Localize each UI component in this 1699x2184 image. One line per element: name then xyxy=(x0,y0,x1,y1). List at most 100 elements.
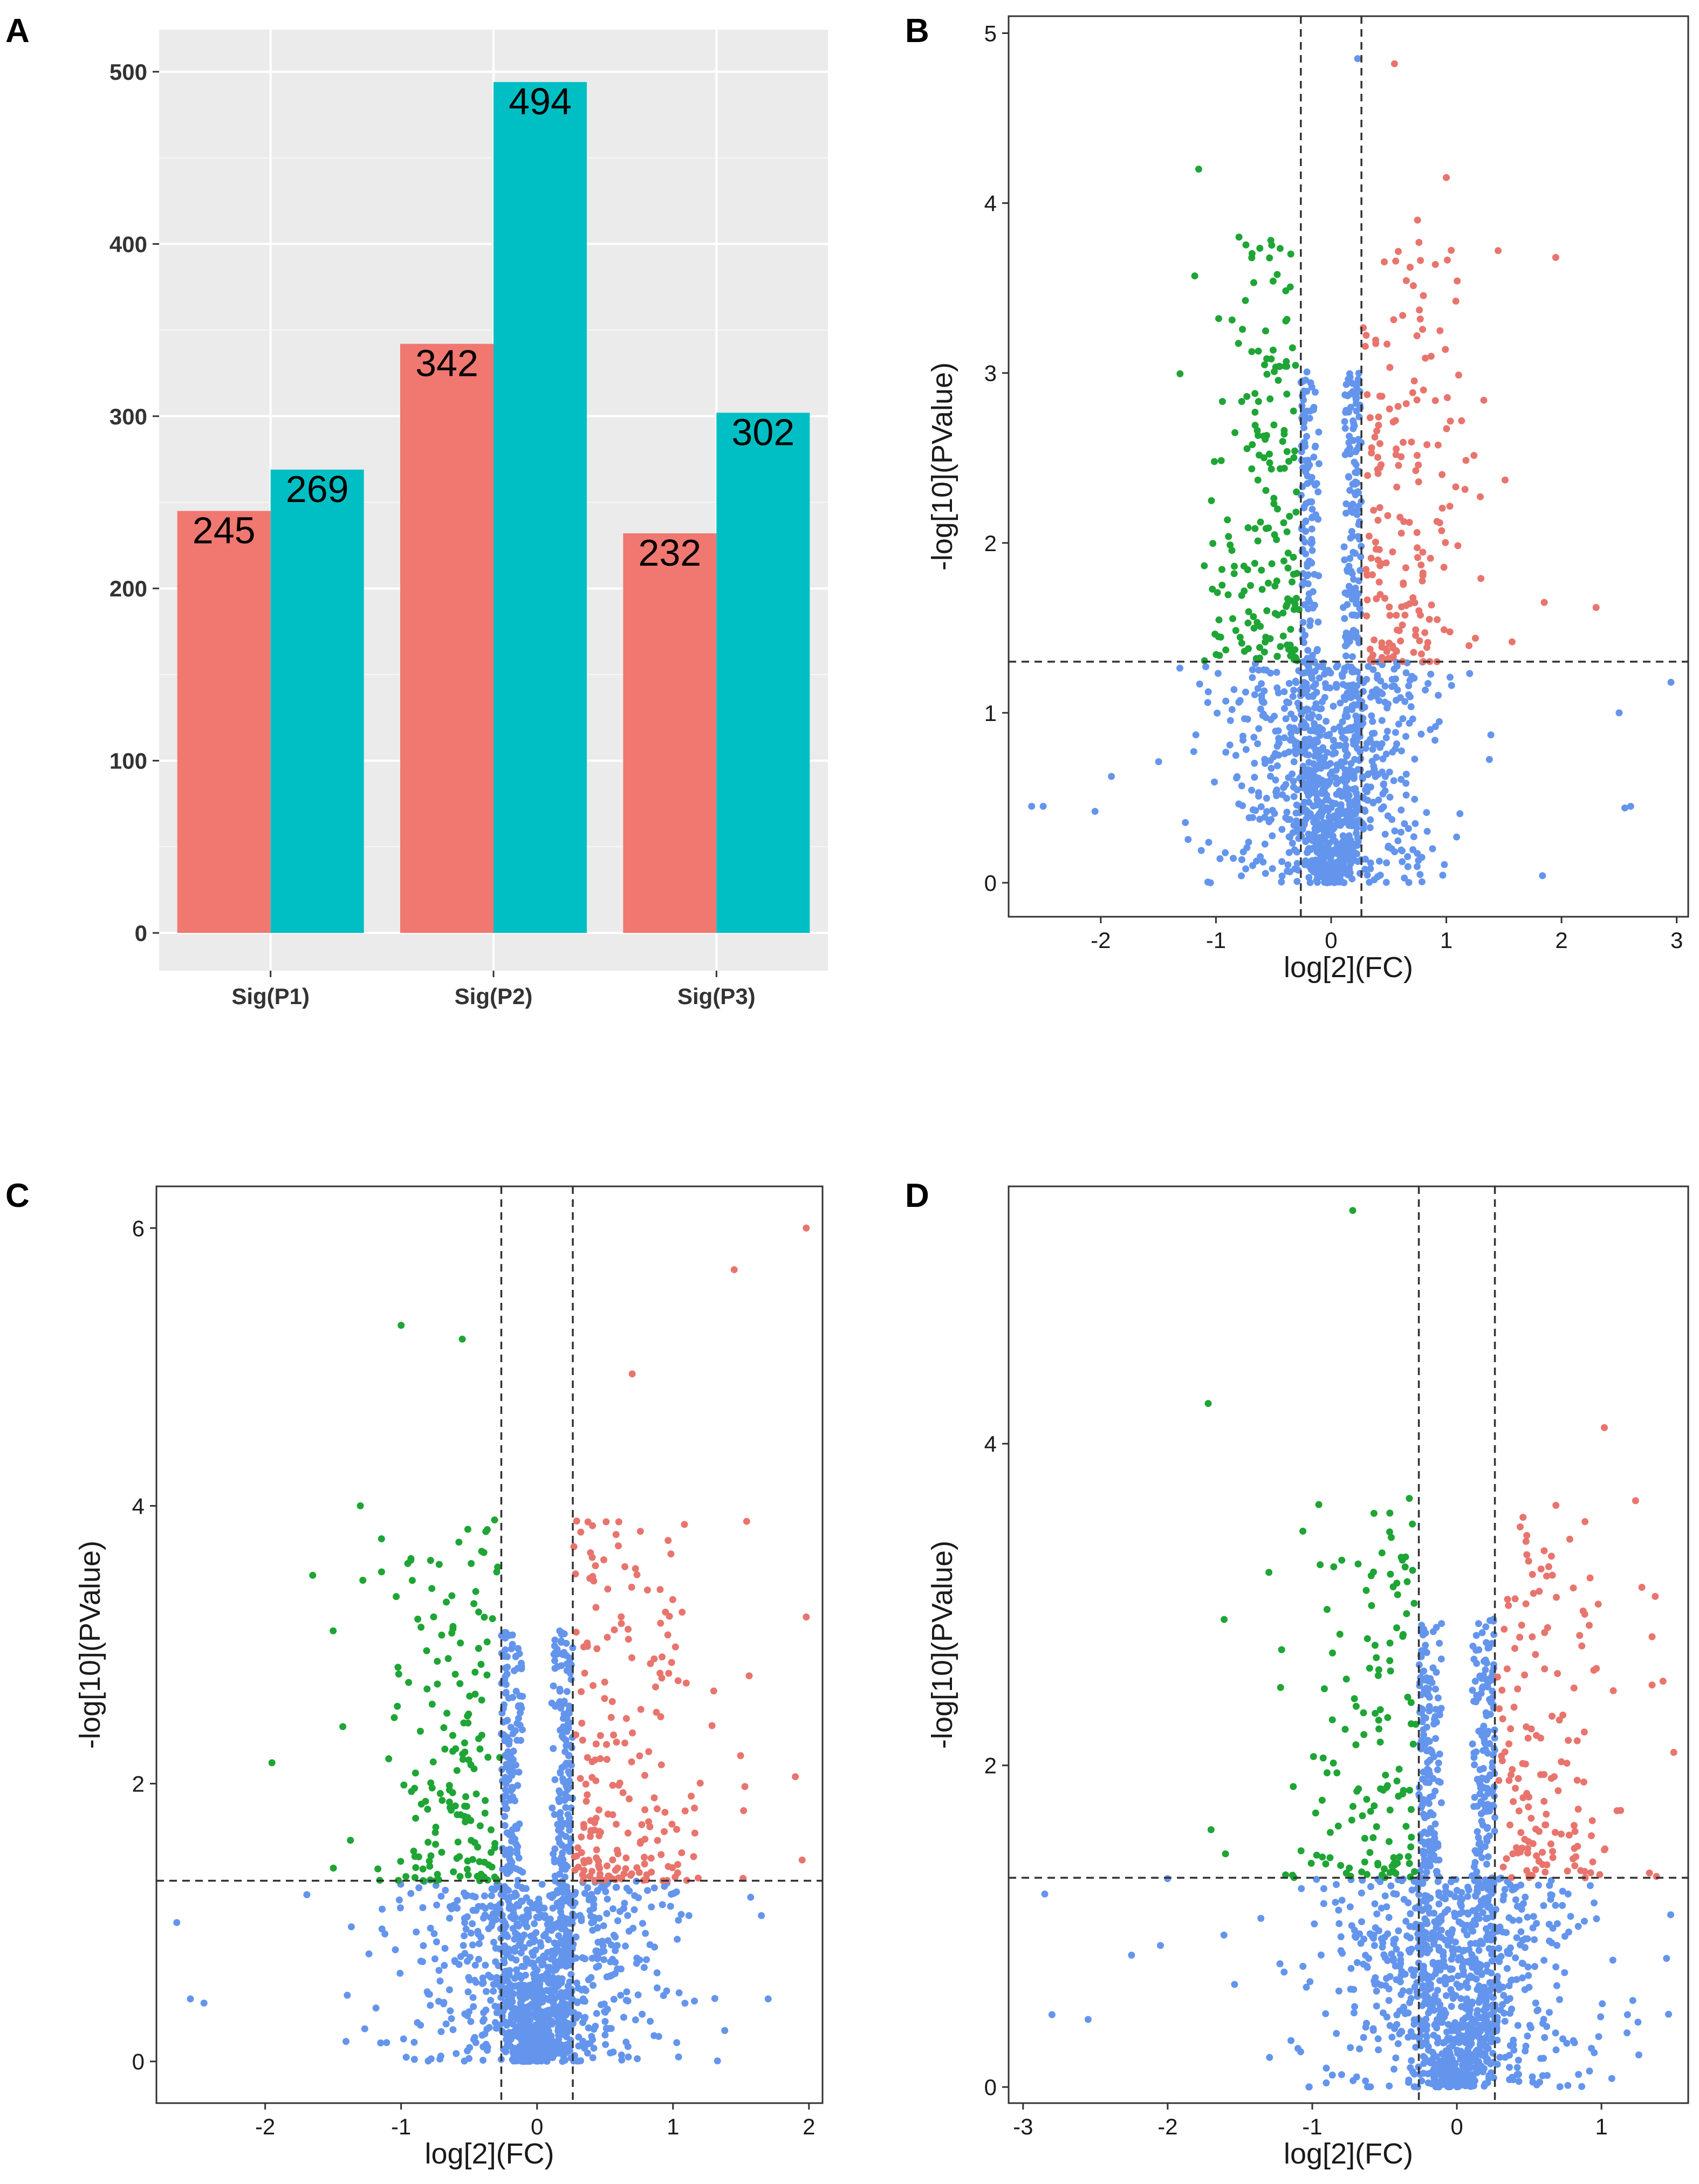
data-point xyxy=(668,1821,676,1828)
data-point xyxy=(646,1823,654,1830)
data-point xyxy=(1263,808,1270,815)
data-point xyxy=(1323,2064,1330,2072)
data-point xyxy=(668,1659,675,1666)
data-point xyxy=(482,2006,490,2014)
data-point xyxy=(1479,1729,1487,1737)
data-point xyxy=(1272,788,1280,796)
data-point xyxy=(187,1995,194,2003)
data-point xyxy=(1381,595,1389,602)
data-point xyxy=(1262,487,1270,494)
data-point xyxy=(1370,506,1378,514)
data-point xyxy=(1268,765,1275,772)
data-point xyxy=(1222,646,1230,654)
y-tick-label: 4 xyxy=(984,191,997,216)
y-tick-label: 200 xyxy=(109,576,147,601)
data-point xyxy=(509,1631,516,1639)
data-point xyxy=(465,1974,472,1981)
data-point xyxy=(1322,669,1330,676)
data-point xyxy=(1298,448,1305,456)
data-point xyxy=(1278,878,1285,885)
data-point xyxy=(519,1885,526,1892)
data-point xyxy=(604,1895,611,1903)
data-point xyxy=(1430,1937,1438,1945)
data-point xyxy=(659,1901,666,1908)
data-point xyxy=(586,1833,594,1840)
data-point xyxy=(456,1873,464,1880)
data-point xyxy=(1312,801,1320,809)
data-point xyxy=(483,1638,491,1646)
data-point xyxy=(471,1961,479,1969)
data-point xyxy=(426,1863,434,1870)
data-point xyxy=(480,1549,488,1556)
data-point xyxy=(1465,642,1473,649)
data-point xyxy=(1410,833,1417,841)
data-point xyxy=(1435,718,1443,725)
data-point xyxy=(1320,758,1327,766)
data-point xyxy=(1481,2022,1489,2030)
data-point xyxy=(1474,2069,1481,2076)
data-point xyxy=(1328,2071,1336,2079)
data-point xyxy=(1381,787,1389,794)
data-point xyxy=(743,1517,750,1525)
data-point xyxy=(451,1957,458,1965)
data-point xyxy=(1308,383,1316,391)
data-point xyxy=(1409,282,1417,290)
data-point xyxy=(1400,2003,1407,2011)
data-point xyxy=(1419,1798,1427,1805)
data-point xyxy=(1431,737,1438,744)
data-point xyxy=(614,1850,622,1858)
data-point xyxy=(1465,1946,1473,1953)
data-point xyxy=(556,1650,563,1657)
data-point xyxy=(634,1991,642,1998)
data-point xyxy=(1414,850,1421,857)
data-point xyxy=(533,1967,541,1974)
data-point xyxy=(1448,1929,1455,1937)
data-point xyxy=(1430,2031,1437,2039)
data-point xyxy=(1368,444,1375,451)
data-point xyxy=(523,1958,530,1965)
data-point xyxy=(481,1911,489,1919)
data-point xyxy=(1556,1996,1563,2003)
data-point xyxy=(678,1849,686,1857)
data-point xyxy=(1315,428,1323,436)
data-point xyxy=(1325,796,1332,804)
data-point xyxy=(641,1806,649,1814)
data-point xyxy=(1292,362,1299,369)
data-point xyxy=(1212,651,1220,658)
data-point xyxy=(1311,482,1319,489)
data-point xyxy=(1390,60,1398,67)
data-point xyxy=(522,2042,529,2049)
data-point xyxy=(1255,667,1262,674)
data-point xyxy=(1278,873,1286,880)
data-point xyxy=(1242,241,1250,249)
data-point xyxy=(1352,395,1360,403)
data-point xyxy=(547,1955,555,1963)
data-point xyxy=(1218,398,1226,405)
data-point xyxy=(615,1874,622,1881)
data-point xyxy=(1308,652,1316,659)
data-point xyxy=(475,1955,482,1963)
data-point xyxy=(588,1758,596,1766)
data-point xyxy=(419,1904,427,1911)
data-point xyxy=(1287,626,1294,633)
data-point xyxy=(617,1965,625,1973)
data-point xyxy=(1310,818,1318,826)
data-point xyxy=(1431,723,1439,730)
data-point xyxy=(1481,2036,1489,2043)
data-point xyxy=(1280,734,1288,741)
data-point xyxy=(1459,1947,1467,1955)
data-point xyxy=(740,1807,748,1815)
data-point xyxy=(551,1845,559,1852)
data-point xyxy=(551,1939,558,1947)
data-point xyxy=(472,1588,479,1595)
data-point xyxy=(577,1775,584,1782)
data-point xyxy=(1421,629,1429,636)
data-point xyxy=(481,1613,488,1621)
data-point xyxy=(1418,2077,1426,2085)
data-point xyxy=(558,2046,565,2053)
data-point xyxy=(551,1776,559,1783)
data-point xyxy=(463,1892,471,1899)
data-point xyxy=(1320,1885,1327,1892)
data-point xyxy=(535,1986,542,1993)
